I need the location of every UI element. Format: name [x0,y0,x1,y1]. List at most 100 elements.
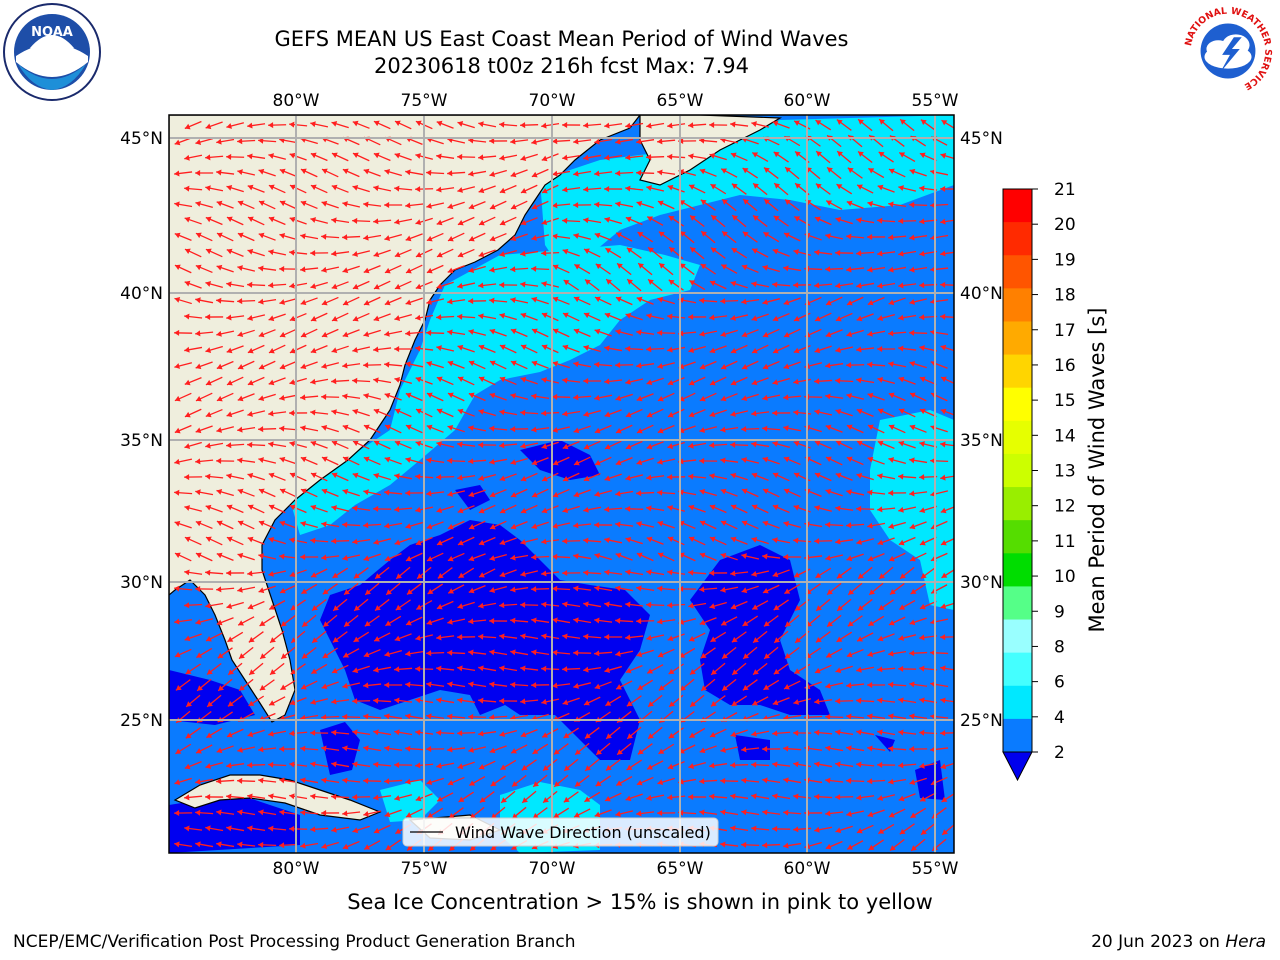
wave-arrow [773,630,789,644]
wave-arrow [310,761,329,768]
wave-arrow [730,793,749,800]
wave-arrow [457,216,475,226]
wave-arrow [457,248,475,258]
wave-arrow [814,378,833,385]
lon-label: 55°W [912,859,959,879]
wave-arrow [604,473,622,482]
wave-arrow [499,504,517,514]
wave-arrow [615,521,634,528]
wave-arrow [216,392,234,402]
wave-arrow [646,408,664,418]
wave-arrow [216,169,235,176]
wave-arrow [562,505,580,514]
wave-arrow [583,122,602,129]
colorbar-tick-label: 10 [1054,567,1076,587]
wave-arrow [258,426,277,433]
wave-arrow [447,170,466,177]
wave-arrow [615,232,633,242]
wave-arrow [646,313,665,320]
wave-arrow [868,615,885,627]
wave-arrow [573,617,592,624]
wave-arrow [898,185,917,192]
lon-label: 80°W [273,859,320,879]
wave-arrow [268,730,287,737]
wave-arrow [573,808,591,818]
wave-arrow [846,393,865,400]
wave-arrow [688,762,706,769]
wave-arrow [394,633,412,642]
wave-arrow [856,217,875,224]
wave-arrow [730,570,749,577]
wave-arrow [280,615,296,627]
wave-arrow [248,631,264,643]
wave-arrow [405,392,423,402]
wave-arrow [279,520,297,529]
chart-title: GEFS MEAN US East Coast Mean Period of W… [274,27,849,51]
wave-arrow [667,377,685,386]
wave-arrow [574,742,590,756]
wave-arrow [468,425,487,432]
wave-arrow [605,247,622,259]
wave-arrow [531,649,550,656]
wave-arrow [615,296,633,306]
wave-arrow [499,184,517,194]
wave-arrow [700,263,716,275]
wave-arrow [385,582,401,596]
wave-arrow [573,649,592,656]
lon-label: 75°W [401,859,448,879]
wave-arrow [825,424,843,433]
wave-arrow [772,569,790,578]
wave-arrow [352,217,371,224]
wave-arrow [877,537,895,546]
wave-arrow [573,170,592,177]
wave-arrow [394,152,412,161]
wave-arrow [741,553,760,560]
wave-arrow [205,154,224,161]
wave-arrow [741,777,760,784]
wave-arrow [689,694,705,708]
wave-arrow [310,184,328,194]
wave-arrow [751,536,769,545]
wave-arrow [279,200,297,210]
wave-arrow [321,681,339,690]
wave-arrow [216,809,235,816]
wave-arrow [625,569,644,576]
wave-arrow [826,582,842,596]
wave-arrow [384,681,403,688]
wave-arrow [898,218,917,225]
wave-arrow [573,425,591,434]
lon-label: 55°W [912,91,959,111]
wave-arrow [720,393,738,402]
wind-wave-direction-arrows [174,118,954,852]
wave-arrow [763,167,779,179]
wave-arrow [857,566,873,580]
wave-arrow [688,408,706,418]
lon-label: 60°W [784,91,831,111]
wave-arrow [541,505,559,514]
wave-arrow [510,233,528,242]
wave-arrow [552,328,570,338]
wave-arrow [667,408,685,418]
wave-arrow [469,806,485,820]
map-figure: 80°W80°W75°W75°W70°W70°W65°W65°W60°W60°W… [120,91,1109,879]
wave-arrow [478,376,496,386]
wave-arrow [814,538,833,545]
wave-arrow [784,583,801,595]
wave-arrow [867,552,885,562]
wave-arrow [783,488,801,498]
wave-arrow [584,279,600,291]
wave-arrow [658,262,674,276]
wave-arrow [384,552,402,562]
wave-arrow [626,726,642,740]
wave-arrow [637,743,653,755]
wave-arrow [531,200,549,210]
wave-arrow [310,217,328,224]
wave-arrow [563,758,579,772]
wave-arrow [510,488,528,498]
wave-arrow [436,634,455,641]
wave-arrow [531,168,549,178]
wave-arrow [825,362,844,369]
wave-arrow [478,730,497,737]
wave-arrow [520,538,539,545]
wave-arrow [594,585,613,592]
